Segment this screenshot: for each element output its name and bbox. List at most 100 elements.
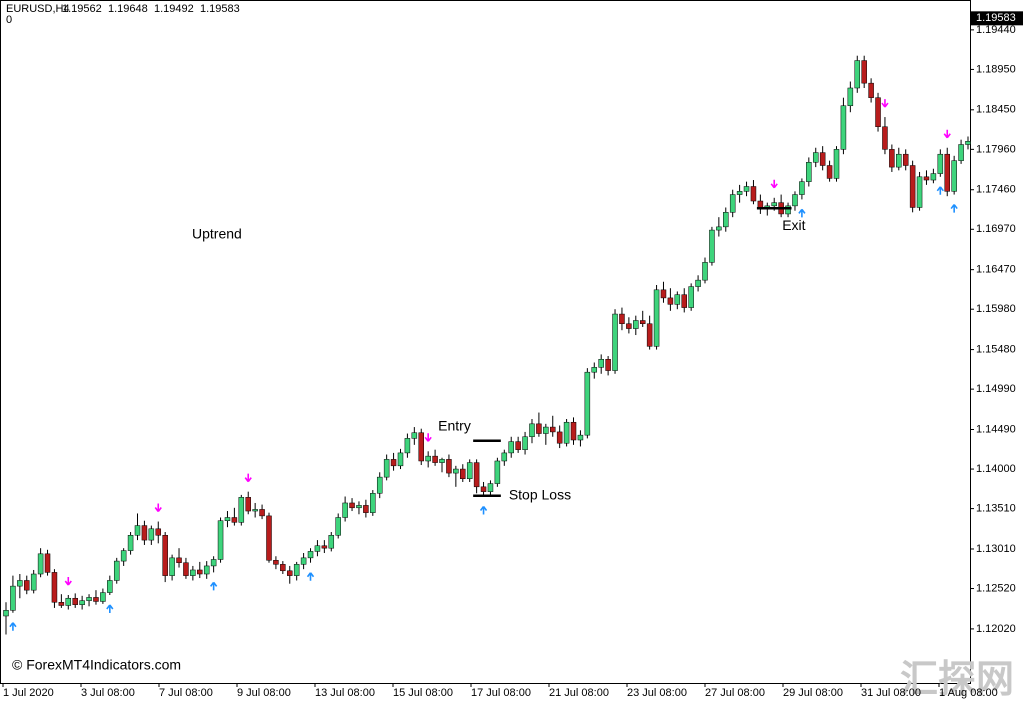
y-tick-label: 1.14990 [976,383,1016,395]
candle-body [508,441,514,454]
buy-arrow [106,604,114,614]
candle-body [238,497,245,523]
candle-body [598,359,604,368]
candle-body [840,105,847,150]
x-tick-label: 1 Aug 08:00 [939,687,998,699]
candle-body [958,144,964,161]
candle-body [577,434,584,441]
candle-body [487,483,494,492]
y-tick-label: 1.18450 [976,104,1016,116]
y-tick-label: 1.14000 [976,463,1016,475]
candle-body [453,468,459,474]
candle-body [605,359,611,371]
x-tick-label: 17 Jul 08:00 [471,687,531,699]
candle-body [439,459,445,463]
candle-body [397,452,404,467]
candle-body [141,525,148,541]
candle-body [37,553,44,575]
candle-body [466,462,473,479]
candle-body [266,515,272,561]
y-tick-label: 1.13510 [976,503,1016,515]
candle-body [875,97,881,128]
plot-frame [0,0,971,684]
candle-body [549,426,556,433]
candle-body [570,421,577,441]
candle-body [639,320,646,324]
sell-arrow [943,129,951,139]
candle-body [287,570,293,576]
candle-body [563,421,570,444]
candle-body [896,153,902,168]
candle-body [120,550,127,562]
candle-body [245,497,251,512]
candle-body [709,229,715,263]
y-tick-label: 1.15980 [976,303,1016,315]
buy-arrow [9,622,17,631]
candle-body [190,569,196,576]
indicator-value: 0 [6,14,12,26]
candle-body [515,441,521,450]
candle-body [93,597,99,602]
candle-body [162,535,168,576]
x-tick-label: 15 Jul 08:00 [393,687,453,699]
candle-body [58,602,65,606]
candle-body [273,560,279,565]
candle-body [231,517,238,523]
candle-body [65,597,72,606]
buy-arrow [209,581,218,591]
candle-body [418,432,425,462]
candle-body [847,87,854,107]
candle-body [314,545,321,552]
candle-body [328,535,335,549]
candle-body [404,438,411,454]
candle-body [529,423,535,438]
y-tick-label: 1.14490 [976,423,1016,435]
candle-body [861,60,867,84]
buy-arrow [950,204,958,213]
candle-body [729,194,736,213]
candle-body [107,580,113,593]
candle-body [633,320,639,329]
candle-body [923,176,930,181]
candle-body [390,459,397,467]
candle-body [17,580,23,587]
candle-body [612,313,618,371]
candle-body [695,279,701,287]
candle-body [723,212,729,228]
candle-body [376,476,383,494]
y-tick-label: 1.18950 [976,63,1016,75]
candle-body [349,502,355,509]
y-tick-label: 1.12520 [976,582,1016,594]
candle-body [432,455,438,463]
candle-body [965,141,971,145]
y-tick-label: 1.12020 [976,623,1016,635]
annotation: Uptrend [192,226,242,242]
candle-body [370,493,376,513]
candle-body [252,509,258,512]
buy-arrow [798,208,806,218]
candle-body [280,564,286,572]
candle-body [937,153,944,174]
level-label: Stop Loss [509,486,571,502]
x-tick-label: 23 Jul 08:00 [627,687,687,699]
candle-body [736,191,743,195]
candle-body [383,459,390,478]
header-ohlc: 1.19492 [154,3,194,15]
candle-body [224,517,231,521]
candle-body [522,436,528,450]
candle-body [916,176,923,208]
x-tick-label: 29 Jul 08:00 [783,687,843,699]
candle-body [785,205,791,215]
y-tick-label: 1.16970 [976,223,1016,235]
candle-body [293,564,300,576]
candle-body [799,181,805,195]
candle-body [833,149,840,179]
candle-body [619,313,625,324]
buy-arrow [306,572,315,581]
candle-body [812,152,819,163]
sell-arrow [64,577,72,586]
candle-body [688,286,694,308]
header-ohlc: 1.19562 [62,3,102,15]
price-tag-label: 1.19583 [976,12,1016,24]
